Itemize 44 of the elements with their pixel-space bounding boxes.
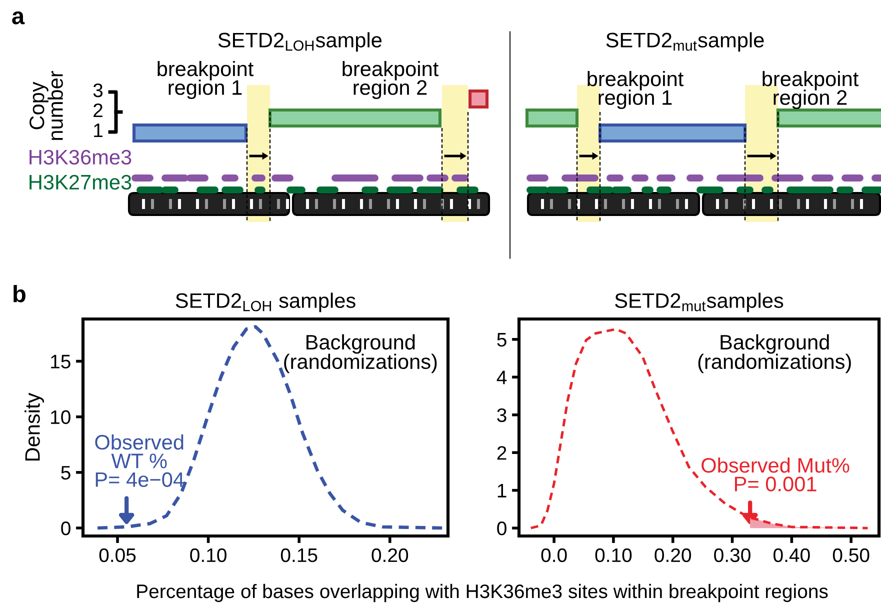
- y-tick-label: 0: [497, 522, 506, 536]
- y-tick-label: 5: [61, 466, 70, 480]
- annotation: Background (randomizations): [284, 334, 437, 374]
- y-tick-label: 2: [497, 446, 506, 460]
- x-tick-label: 0.10: [595, 548, 632, 562]
- x-tick-label: 0.10: [190, 548, 226, 562]
- y-tick-label: 1: [498, 484, 506, 498]
- text: SETD2$_{LOH}$sample: [218, 32, 382, 52]
- text: breakpoint region 1: [158, 60, 254, 100]
- text: b: [14, 284, 26, 302]
- text: breakpoint region 1: [588, 70, 684, 110]
- annotation: Observed Mut% P= 0.001: [702, 457, 850, 492]
- x-tick-label: 0.20: [654, 548, 692, 562]
- x-tick-label: 0.30: [714, 548, 750, 562]
- x-tick-label: 0.20: [372, 548, 408, 562]
- text: breakpoint region 2: [342, 60, 438, 100]
- y-tick-label: 3: [497, 408, 506, 422]
- y-tick-label: 15: [51, 354, 70, 368]
- x-tick-label: 0.50: [832, 548, 870, 562]
- y-tick-label: 0: [61, 521, 70, 536]
- y-axis-title: Density: [24, 392, 44, 461]
- text: 3: [93, 83, 103, 98]
- x-axis-title: Percentage of bases overlapping with H3K36me3 sites within breakpoint regions: [137, 584, 828, 602]
- text: H3K36me3: [30, 150, 132, 165]
- text: 2: [94, 103, 102, 118]
- annotation: Background (randomizations): [698, 334, 851, 374]
- text: H3K27me3: [30, 174, 132, 190]
- line-series: [96, 325, 444, 530]
- text: a: [12, 11, 25, 24]
- x-tick-label: 0.05: [99, 548, 136, 562]
- line-series: [530, 328, 869, 530]
- y-tick-label: 5: [497, 333, 506, 347]
- y-tick-label: 10: [51, 410, 70, 424]
- text: 1: [94, 124, 102, 138]
- x-tick-label: 0.0: [541, 548, 567, 562]
- text: Copy number: [30, 71, 63, 140]
- x-tick-label: 0.15: [280, 548, 318, 562]
- chart-title: SETD2$_{mut}$samples: [615, 292, 784, 312]
- text: breakpoint region 2: [762, 70, 858, 110]
- x-tick-label: 0.40: [774, 548, 810, 562]
- y-tick-label: 4: [496, 370, 507, 384]
- text: SETD2$_{mut}$sample: [606, 32, 764, 52]
- annotation: Observed WT % P= 4e−04: [95, 434, 184, 487]
- chart-title: SETD2$_{LOH}$ samples: [176, 292, 356, 312]
